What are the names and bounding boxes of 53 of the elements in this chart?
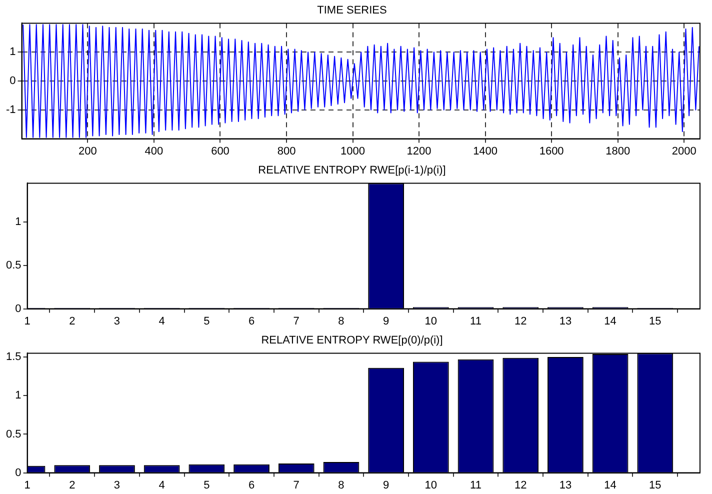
x-tick-label: 9 xyxy=(383,315,390,328)
chart-title: RELATIVE ENTROPY RWE[p(i-1)/p(i)] xyxy=(258,164,446,177)
y-tick-label: 0 xyxy=(15,466,22,479)
x-tick-label: 5 xyxy=(204,315,210,328)
x-tick-label: 14 xyxy=(604,479,616,492)
x-tick-label: 2 xyxy=(69,315,76,328)
y-tick-label: 0 xyxy=(15,302,22,315)
x-tick-label: 1800 xyxy=(606,145,630,158)
x-tick-label: 8 xyxy=(338,479,344,492)
x-tick-label: 11 xyxy=(470,315,482,328)
x-tick-label: 12 xyxy=(514,315,527,328)
x-tick-label: 8 xyxy=(338,315,344,328)
x-tick-label: 2 xyxy=(69,479,76,492)
x-tick-label: 1200 xyxy=(406,145,432,158)
x-tick-label: 1400 xyxy=(473,145,498,158)
x-tick-label: 13 xyxy=(559,479,572,492)
x-tick-label: 7 xyxy=(293,479,300,492)
x-tick-label: 200 xyxy=(78,145,97,158)
y-tick-label: 0.5 xyxy=(6,260,22,272)
chart-title: RELATIVE ENTROPY RWE[p(0)/p(i)] xyxy=(261,334,443,347)
x-tick-label: 3 xyxy=(114,479,120,492)
x-tick-label: 15 xyxy=(649,479,662,492)
x-tick-label: 400 xyxy=(144,145,164,158)
y-tick-label: 1.5 xyxy=(6,351,22,364)
x-tick-label: 1600 xyxy=(539,145,564,158)
y-tick-label: 1 xyxy=(15,216,22,228)
x-tick-label: 600 xyxy=(211,145,230,158)
x-tick-label: 15 xyxy=(649,315,662,328)
x-tick-label: 9 xyxy=(383,479,390,492)
x-tick-label: 1 xyxy=(24,315,30,328)
x-tick-label: 3 xyxy=(114,315,120,328)
x-tick-label: 13 xyxy=(559,315,572,328)
x-tick-label: 14 xyxy=(604,315,616,328)
y-tick-label: 1 xyxy=(15,390,22,402)
y-tick-label: 1 xyxy=(10,46,16,58)
x-tick-label: 800 xyxy=(277,145,296,158)
x-tick-label: 1 xyxy=(24,479,30,492)
y-tick-label: -1 xyxy=(6,104,16,116)
x-tick-label: 5 xyxy=(204,479,210,492)
y-tick-label: 0.5 xyxy=(6,428,22,440)
x-tick-label: 4 xyxy=(158,479,165,492)
x-tick-label: 10 xyxy=(424,479,438,492)
x-tick-label: 4 xyxy=(158,315,165,328)
x-tick-label: 6 xyxy=(248,479,255,492)
x-tick-label: 1000 xyxy=(340,145,366,158)
y-tick-label: 0 xyxy=(10,75,16,88)
x-tick-label: 7 xyxy=(293,315,300,328)
x-tick-label: 2000 xyxy=(672,145,696,158)
x-tick-label: 12 xyxy=(514,479,527,492)
x-tick-label: 11 xyxy=(470,479,482,492)
x-tick-label: 10 xyxy=(424,315,438,328)
chart-title: TIME SERIES xyxy=(317,4,387,17)
x-tick-label: 6 xyxy=(248,315,255,328)
